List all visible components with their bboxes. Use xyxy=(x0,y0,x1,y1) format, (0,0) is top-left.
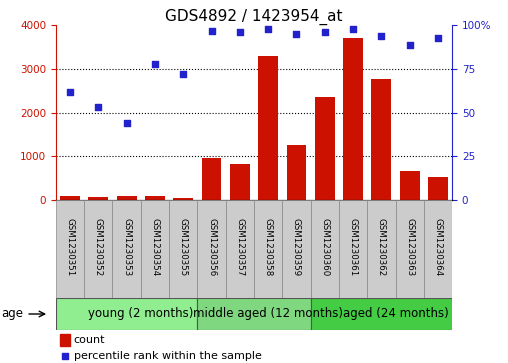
Text: GSM1230359: GSM1230359 xyxy=(292,218,301,276)
Text: GSM1230355: GSM1230355 xyxy=(179,217,188,276)
Text: middle aged (12 months): middle aged (12 months) xyxy=(193,307,343,321)
Bar xyxy=(112,200,141,298)
Text: count: count xyxy=(74,335,105,345)
Point xyxy=(66,89,74,94)
Bar xyxy=(173,198,193,200)
Point xyxy=(94,105,103,110)
Point xyxy=(377,33,386,39)
Bar xyxy=(198,298,310,330)
Text: aged (24 months): aged (24 months) xyxy=(342,307,449,321)
Text: GSM1230361: GSM1230361 xyxy=(348,217,358,276)
Point xyxy=(179,71,187,77)
Bar xyxy=(88,197,108,200)
Text: age: age xyxy=(2,307,24,321)
Bar xyxy=(310,298,452,330)
Bar xyxy=(310,200,339,298)
Text: GSM1230354: GSM1230354 xyxy=(150,217,160,276)
Point xyxy=(151,61,159,67)
Bar xyxy=(60,334,70,346)
Text: GSM1230363: GSM1230363 xyxy=(405,217,414,276)
Point xyxy=(405,42,414,48)
Bar xyxy=(315,97,335,200)
Bar xyxy=(254,200,282,298)
Text: GSM1230357: GSM1230357 xyxy=(235,217,244,276)
Bar xyxy=(226,200,254,298)
Text: GSM1230356: GSM1230356 xyxy=(207,217,216,276)
Text: GSM1230362: GSM1230362 xyxy=(377,217,386,276)
Point xyxy=(207,28,215,33)
Bar xyxy=(145,196,165,200)
Bar xyxy=(84,200,112,298)
Text: GSM1230352: GSM1230352 xyxy=(94,217,103,276)
Bar xyxy=(60,196,80,200)
Bar xyxy=(258,56,278,200)
Point xyxy=(61,353,69,359)
Point xyxy=(434,35,442,41)
Bar xyxy=(198,200,226,298)
Bar xyxy=(339,200,367,298)
Text: GSM1230353: GSM1230353 xyxy=(122,217,131,276)
Bar xyxy=(202,158,221,200)
Text: percentile rank within the sample: percentile rank within the sample xyxy=(74,351,262,361)
Bar xyxy=(282,200,310,298)
Text: GSM1230360: GSM1230360 xyxy=(320,217,329,276)
Bar xyxy=(56,298,198,330)
Bar xyxy=(56,200,84,298)
Bar xyxy=(396,200,424,298)
Point xyxy=(349,26,357,32)
Text: GSM1230364: GSM1230364 xyxy=(433,217,442,276)
Point xyxy=(264,26,272,32)
Point xyxy=(293,31,301,37)
Bar xyxy=(169,200,198,298)
Bar xyxy=(371,79,391,200)
Bar xyxy=(230,164,250,200)
Title: GDS4892 / 1423954_at: GDS4892 / 1423954_at xyxy=(165,9,343,25)
Text: GSM1230358: GSM1230358 xyxy=(264,217,273,276)
Point xyxy=(122,120,131,126)
Text: young (2 months): young (2 months) xyxy=(88,307,194,321)
Bar xyxy=(343,38,363,200)
Bar xyxy=(287,145,306,200)
Text: GSM1230351: GSM1230351 xyxy=(66,217,75,276)
Bar xyxy=(117,196,137,200)
Point xyxy=(236,29,244,35)
Bar xyxy=(367,200,396,298)
Bar xyxy=(428,176,448,200)
Bar xyxy=(141,200,169,298)
Bar xyxy=(400,171,420,200)
Bar xyxy=(424,200,452,298)
Point xyxy=(321,29,329,35)
